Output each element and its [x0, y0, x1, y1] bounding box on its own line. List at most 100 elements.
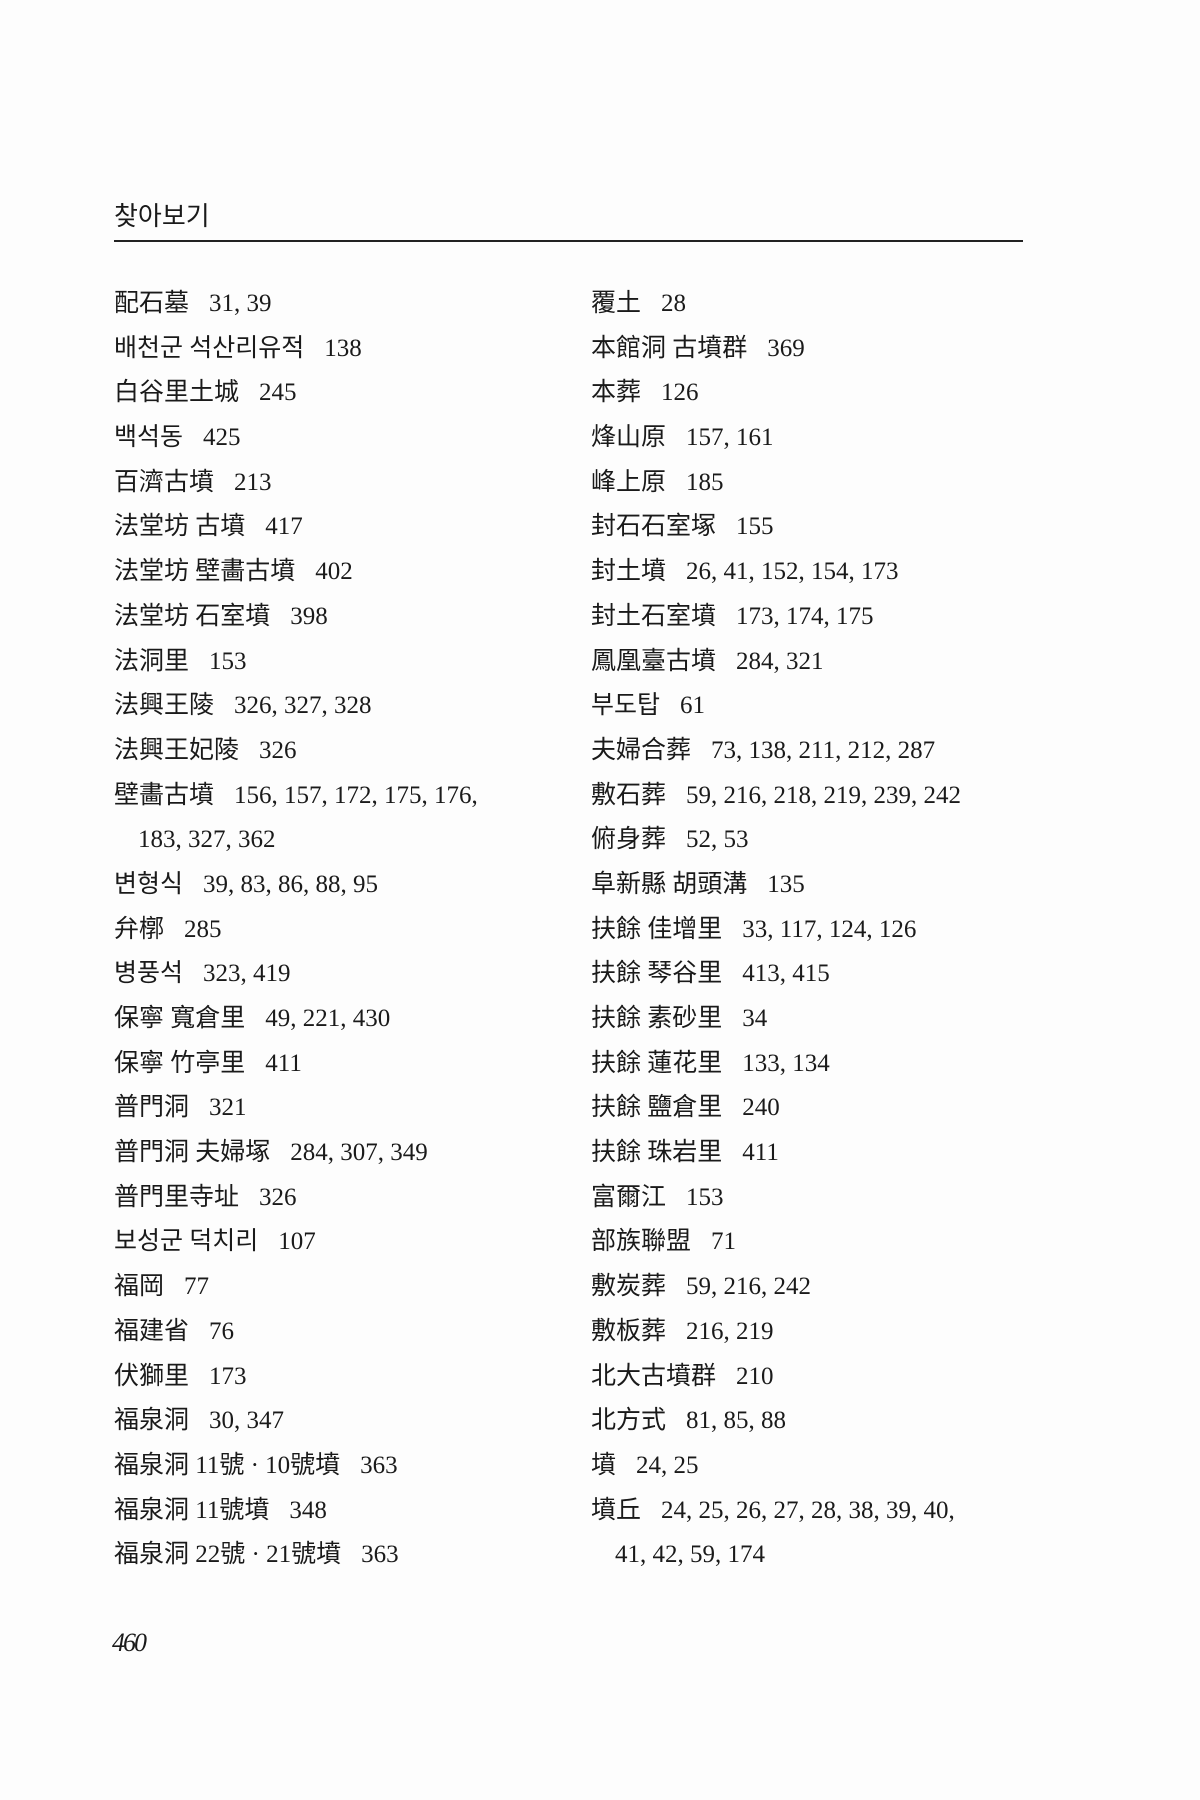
index-term: 保寧 竹亭里: [114, 1049, 246, 1077]
index-term: 北方式: [591, 1407, 667, 1435]
index-pages: 413, 415: [742, 960, 830, 988]
index-entry: 普門洞 321: [114, 1086, 554, 1131]
index-term: 扶餘 佳增里: [591, 915, 723, 943]
index-pages: 402: [315, 558, 353, 586]
index-entry: 墳丘 24, 25, 26, 27, 28, 38, 39, 40,: [591, 1489, 1031, 1534]
index-term: 富爾江: [591, 1183, 667, 1211]
index-entry: 福泉洞 11號 · 10號墳 363: [114, 1444, 554, 1489]
index-pages: 411: [742, 1139, 779, 1167]
index-term: 夫婦合葬: [591, 736, 692, 764]
index-entry: 壁畵古墳 156, 157, 172, 175, 176,: [114, 774, 554, 819]
index-term: 普門洞 夫婦塚: [114, 1139, 271, 1167]
index-term: 扶餘 素砂里: [591, 1005, 723, 1032]
page-header-title: 찾아보기: [114, 202, 210, 232]
index-pages: 126: [661, 379, 699, 407]
index-term: 배천군 석산리유적: [114, 334, 305, 362]
index-term: 峰上原: [591, 468, 667, 496]
index-pages: 61: [680, 692, 706, 720]
index-entry: 法堂坊 壁畵古墳 402: [114, 550, 554, 595]
index-entry: 北大古墳群 210: [591, 1355, 1031, 1400]
index-entry: 병풍석 323, 419: [114, 952, 554, 997]
index-term: 法堂坊 古墳: [114, 513, 246, 541]
index-entry: 俯身葬 52, 53: [591, 818, 1031, 863]
index-entry: 弁槨 285: [114, 908, 554, 953]
index-entry: 法興王妃陵 326: [114, 729, 554, 774]
index-term: 변형식: [114, 870, 184, 898]
index-entry: 福泉洞 22號 · 21號墳 363: [114, 1533, 554, 1578]
index-term: 封土墳: [591, 558, 667, 586]
index-entry: 法興王陵 326, 327, 328: [114, 684, 554, 729]
index-term: 本葬: [591, 379, 642, 407]
index-pages: 135: [767, 870, 805, 898]
index-term: 伏獅里: [114, 1362, 190, 1390]
index-term: 覆土: [591, 290, 642, 317]
index-entry: 扶餘 佳增里 33, 117, 124, 126: [591, 908, 1031, 953]
index-entry: 封石石室塚 155: [591, 505, 1031, 550]
index-pages: 24, 25, 26, 27, 28, 38, 39, 40,: [661, 1496, 955, 1524]
page-number: 460: [112, 1628, 147, 1657]
index-pages-continued: 183, 327, 362: [138, 826, 276, 854]
index-pages: 153: [686, 1183, 724, 1211]
index-entry: 鳳凰臺古墳 284, 321: [591, 640, 1031, 685]
index-pages: 173, 174, 175: [736, 602, 874, 630]
index-pages: 28: [661, 290, 687, 317]
index-entry: 富爾江 153: [591, 1176, 1031, 1221]
index-entry: 보성군 덕치리 107: [114, 1220, 554, 1265]
index-term: 北大古墳群: [591, 1362, 717, 1390]
index-entry: 扶餘 琴谷里 413, 415: [591, 952, 1031, 997]
index-term: 부도탑: [591, 692, 661, 720]
index-pages: 59, 216, 242: [686, 1273, 812, 1301]
index-term: 墳: [591, 1451, 617, 1479]
index-pages: 326: [259, 736, 297, 764]
index-term: 保寧 寬倉里: [114, 1005, 246, 1032]
index-pages: 216, 219: [686, 1317, 774, 1345]
index-pages: 363: [360, 1451, 398, 1479]
index-pages: 24, 25: [636, 1451, 699, 1479]
index-term: 封石石室塚: [591, 513, 717, 541]
index-pages: 425: [203, 424, 241, 452]
index-column-left: 配石墓 31, 39 배천군 석산리유적 138 白谷里土城 245 백석동 425 百濟古墳 2…: [114, 282, 554, 1578]
index-entry: 변형식 39, 83, 86, 88, 95: [114, 863, 554, 908]
index-pages: 155: [736, 513, 774, 541]
index-pages: 245: [259, 379, 297, 407]
index-term: 福泉洞: [114, 1407, 190, 1435]
index-entry: 封土石室墳 173, 174, 175: [591, 595, 1031, 640]
index-entry: 覆土 28: [591, 282, 1031, 327]
index-pages: 326: [259, 1183, 297, 1211]
index-entry: 保寧 竹亭里 411: [114, 1042, 554, 1087]
index-term: 部族聯盟: [591, 1228, 692, 1256]
index-entry: 白谷里土城 245: [114, 371, 554, 416]
index-pages: 26, 41, 152, 154, 173: [686, 558, 899, 586]
index-entry: 扶餘 鹽倉里 240: [591, 1086, 1031, 1131]
index-pages: 107: [278, 1228, 316, 1256]
index-term: 福建省: [114, 1317, 190, 1345]
index-entry: 부도탑 61: [591, 684, 1031, 729]
index-term: 福泉洞 11號墳: [114, 1496, 270, 1524]
index-entry: 封土墳 26, 41, 152, 154, 173: [591, 550, 1031, 595]
index-entry: 백석동 425: [114, 416, 554, 461]
index-entry: 夫婦合葬 73, 138, 211, 212, 287: [591, 729, 1031, 774]
index-term: 墳丘: [591, 1496, 642, 1524]
index-pages: 323, 419: [203, 960, 291, 988]
index-term: 烽山原: [591, 424, 667, 452]
index-pages: 210: [736, 1362, 774, 1390]
index-term: 法堂坊 壁畵古墳: [114, 558, 296, 586]
index-term: 普門里寺址: [114, 1183, 240, 1211]
index-term: 本館洞 古墳群: [591, 334, 748, 362]
index-pages: 326, 327, 328: [234, 692, 372, 720]
index-term: 敷板葬: [591, 1317, 667, 1345]
index-pages: 76: [209, 1317, 235, 1345]
index-entry: 伏獅里 173: [114, 1355, 554, 1400]
index-entry: 北方式 81, 85, 88: [591, 1399, 1031, 1444]
index-entry: 部族聯盟 71: [591, 1220, 1031, 1265]
index-pages: 81, 85, 88: [686, 1407, 787, 1435]
index-pages: 77: [184, 1273, 210, 1301]
index-pages: 398: [290, 602, 328, 630]
index-term: 阜新縣 胡頭溝: [591, 870, 748, 898]
index-entry: 本葬 126: [591, 371, 1031, 416]
index-term: 白谷里土城: [114, 379, 240, 407]
index-term: 福岡: [114, 1273, 165, 1301]
index-pages: 73, 138, 211, 212, 287: [711, 736, 936, 764]
index-pages: 321: [209, 1094, 247, 1122]
index-entry: 墳 24, 25: [591, 1444, 1031, 1489]
